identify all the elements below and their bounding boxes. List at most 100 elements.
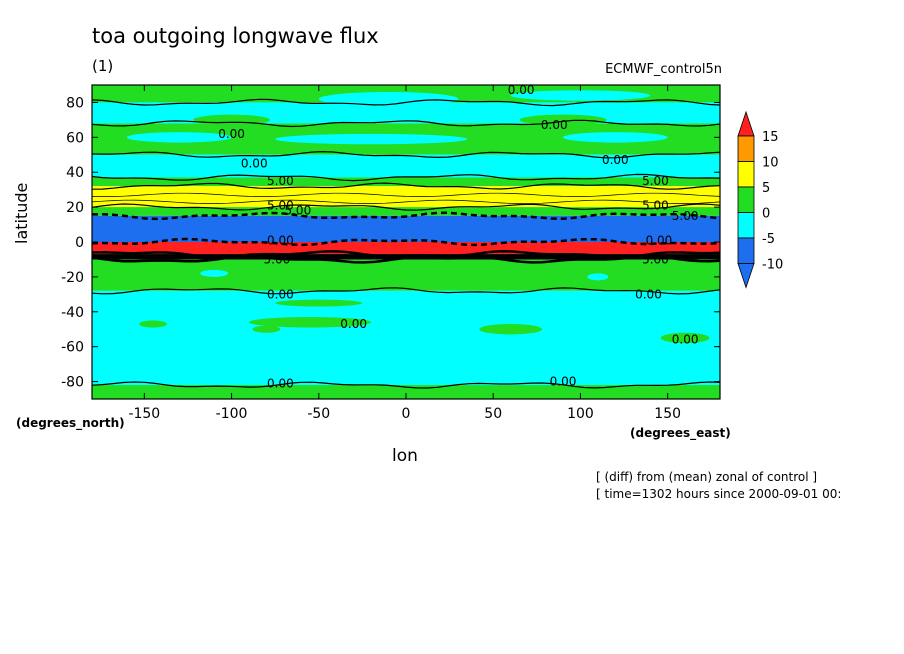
field-blob-13 <box>587 273 609 281</box>
colorbar-swatch-3 <box>737 212 755 239</box>
note-line-2: [ time=1302 hours since 2000-09-01 00: <box>596 487 842 501</box>
y-tick-label-3: -20 <box>61 270 84 286</box>
y-tick-label-4: 0 <box>75 235 84 251</box>
blob-layer <box>126 90 710 344</box>
colorbar: -10 -5 0 5 10 15 <box>737 110 783 289</box>
contour-thin-0 <box>91 199 721 204</box>
chart-title: toa outgoing longwave flux <box>92 24 379 48</box>
contour-label-12: 0.00 <box>646 233 673 247</box>
field-blob-7 <box>248 317 372 328</box>
contour-label-5: 5.00 <box>267 174 294 188</box>
x-tick-label-5: 100 <box>567 406 594 422</box>
band-11 <box>92 290 720 386</box>
y-tick-label-8: 80 <box>66 95 84 111</box>
band-3 <box>92 154 720 178</box>
band-8 <box>92 242 720 255</box>
field-blob-12 <box>200 269 229 277</box>
contour-label-17: 0.00 <box>340 317 367 331</box>
x-unit-label: (degrees_east) <box>630 426 731 440</box>
x-axis-ticks: -150 -100 -50 0 50 100 150 <box>128 85 681 422</box>
contour-label-14: 5.00 <box>642 252 669 266</box>
colorbar-swatch-0 <box>737 135 755 162</box>
y-tick-label-0: -80 <box>61 375 84 391</box>
field-blob-1 <box>510 90 651 101</box>
contour-line-2 <box>91 150 721 159</box>
x-tick-label-0: -150 <box>128 406 160 422</box>
field-blob-11 <box>660 332 710 344</box>
band-12 <box>92 385 720 399</box>
x-tick-label-4: 50 <box>484 406 502 422</box>
contour-label-19: 0.00 <box>267 376 294 390</box>
colorbar-label-2: 0 <box>762 207 770 222</box>
x-tick-label-6: 150 <box>654 406 681 422</box>
contour-line-10 <box>91 287 721 295</box>
colorbar-label-5: 15 <box>762 130 779 145</box>
field-blob-6 <box>563 132 668 143</box>
x-tick-label-3: 0 <box>402 406 411 422</box>
field-blob-5 <box>275 133 468 145</box>
field-blob-9 <box>139 320 168 328</box>
contour-thin-1 <box>91 192 721 197</box>
field-blob-8 <box>252 325 281 333</box>
contour-label-1: 0.00 <box>541 118 568 132</box>
contour-label-6: 5.00 <box>642 174 669 188</box>
contour-label-2: 0.00 <box>218 127 245 141</box>
contour-label-16: 0.00 <box>635 287 662 301</box>
contour-label-18: 0.00 <box>672 333 699 347</box>
contour-label-3: 0.00 <box>241 157 268 171</box>
colorbar-bottom-arrow <box>737 263 755 289</box>
colorbar-label-0: -10 <box>762 258 783 273</box>
chart-subtitle: (1) <box>92 57 114 75</box>
field-blob-0 <box>318 91 459 106</box>
contour-line-0 <box>91 98 721 107</box>
contour-label-20: 0.00 <box>550 375 577 389</box>
contour-line-1 <box>91 119 721 128</box>
contour-label-11: 0.00 <box>267 233 294 247</box>
y-tick-label-1: -60 <box>61 340 84 356</box>
y-tick-label-2: -40 <box>61 305 84 321</box>
contour-line-11 <box>91 381 721 389</box>
colorbar-label-1: -5 <box>762 232 775 247</box>
band-4 <box>92 177 720 187</box>
colorbar-label-3: 5 <box>762 181 770 196</box>
y-tick-label-7: 60 <box>66 130 84 146</box>
x-tick-label-1: -100 <box>216 406 248 422</box>
contour-line-5 <box>91 203 721 211</box>
contour-label-13: 5.00 <box>264 252 291 266</box>
contour-lines <box>91 98 721 389</box>
field-blob-4 <box>126 132 232 143</box>
colorbar-top-arrow <box>737 110 755 137</box>
contour-label-8: 5.00 <box>642 198 669 212</box>
contour-label-15: 0.00 <box>267 287 294 301</box>
band-6 <box>92 207 720 216</box>
contour-label-10: 5.00 <box>672 209 699 223</box>
colorbar-swatch-1 <box>737 161 755 188</box>
field-blob-10 <box>479 323 543 335</box>
colorbar-label-4: 10 <box>762 156 779 171</box>
band-10 <box>92 259 720 291</box>
gradient-band <box>92 254 720 260</box>
contour-line-3 <box>91 173 721 182</box>
colorbar-swatch-4 <box>737 237 755 264</box>
contour-line-6 <box>91 211 721 221</box>
x-axis-label: lon <box>392 446 418 466</box>
contour-label-layer: 0.000.000.000.00 0.005.00 5.005.00 5.005.00… <box>218 83 698 390</box>
dataset-label: ECMWF_control5n <box>605 62 722 77</box>
colorbar-swatch-2 <box>737 186 755 213</box>
contour-label-0: 0.00 <box>508 83 535 97</box>
note-line-1: [ (diff) from (mean) zonal of control ] <box>596 470 818 484</box>
x-tick-label-2: -50 <box>307 406 330 422</box>
y-unit-label: (degrees_north) <box>16 416 125 430</box>
contour-line-7 <box>91 237 721 247</box>
y-tick-label-6: 40 <box>66 165 84 181</box>
field-blob-14 <box>275 299 363 307</box>
contour-label-4: 0.00 <box>602 153 629 167</box>
contour-line-4 <box>91 182 721 190</box>
y-axis-ticks: -80 -60 -40 -20 0 20 40 60 80 <box>61 95 720 391</box>
y-tick-label-5: 20 <box>66 200 84 216</box>
field-blob-3 <box>519 114 607 126</box>
contour-label-7: 5.00 <box>267 198 294 212</box>
contour-label-9: 5.00 <box>284 204 311 218</box>
band-7 <box>92 215 720 242</box>
